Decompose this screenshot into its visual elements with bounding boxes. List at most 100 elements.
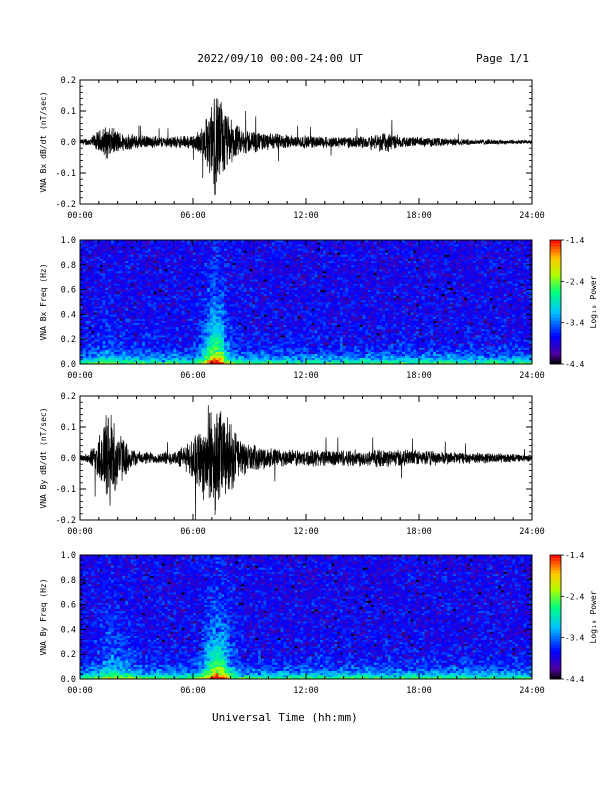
spectrogram-cell — [94, 325, 97, 327]
spectrogram-cell — [283, 242, 286, 244]
spectrogram-cell — [266, 294, 269, 296]
spectrogram-cell — [213, 323, 216, 325]
spectrogram-cell — [278, 352, 281, 354]
spectrogram-cell — [145, 319, 148, 321]
spectrogram-cell — [103, 321, 106, 323]
spectrogram-cell — [250, 269, 253, 271]
spectrogram-cell — [261, 327, 264, 329]
spectrogram-cell — [252, 327, 255, 329]
spectrogram-cell — [275, 341, 278, 343]
spectrogram-cell — [250, 331, 253, 333]
spectrogram-cell — [185, 308, 188, 310]
spectrogram-cell — [88, 352, 91, 354]
spectrogram-cell — [244, 294, 247, 296]
spectrogram-cell — [269, 265, 272, 267]
spectrogram-cell — [165, 246, 168, 248]
spectrogram-cell — [306, 333, 309, 335]
spectrogram-cell — [182, 283, 185, 285]
spectrogram-cell — [83, 302, 86, 304]
spectrogram-cell — [281, 248, 284, 250]
spectrogram-cell — [145, 285, 148, 287]
spectrogram-cell — [117, 321, 120, 323]
spectrogram-cell — [269, 321, 272, 323]
spectrogram-cell — [252, 329, 255, 331]
spectrogram-cell — [153, 347, 156, 349]
spectrogram-cell — [125, 323, 128, 325]
spectrogram-cell — [139, 312, 142, 314]
spectrogram-cell — [204, 290, 207, 292]
spectrogram-cell — [224, 269, 227, 271]
spectrogram-cell — [221, 337, 224, 339]
spectrogram-cell — [258, 294, 261, 296]
spectrogram-cell — [145, 347, 148, 349]
spectrogram-cell — [151, 281, 154, 283]
spectrogram-cell — [264, 302, 267, 304]
spectrogram-cell — [295, 337, 298, 339]
spectrogram-cell — [94, 277, 97, 279]
spectrogram-cell — [281, 314, 284, 316]
spectrogram-cell — [187, 323, 190, 325]
spectrogram-cell — [235, 254, 238, 256]
spectrogram-cell — [159, 312, 162, 314]
spectrogram-cell — [295, 244, 298, 246]
spectrogram-cell — [94, 335, 97, 337]
spectrogram-cell — [120, 312, 123, 314]
spectrogram-cell — [105, 335, 108, 337]
spectrogram-cell — [120, 350, 123, 352]
spectrogram-cell — [221, 339, 224, 341]
spectrogram-cell — [292, 350, 295, 352]
spectrogram-cell — [199, 304, 202, 306]
spectrogram-cell — [224, 331, 227, 333]
spectrogram-cell — [250, 273, 253, 275]
spectrogram-cell — [117, 325, 120, 327]
spectrogram-cell — [241, 339, 244, 341]
spectrogram-cell — [218, 337, 221, 339]
spectrogram-cell — [187, 306, 190, 308]
spectrogram-cell — [120, 327, 123, 329]
spectrogram-cell — [151, 279, 154, 281]
spectrogram-cell — [281, 263, 284, 265]
spectrogram-cell — [221, 277, 224, 279]
spectrogram-cell — [238, 302, 241, 304]
spectrogram-cell — [151, 343, 154, 345]
spectrogram-cell — [224, 329, 227, 331]
spectrogram-cell — [221, 273, 224, 275]
spectrogram-cell — [247, 312, 250, 314]
spectrogram-cell — [134, 356, 137, 358]
spectrogram-cell — [199, 302, 202, 304]
spectrogram-cell — [139, 252, 142, 254]
spectrogram-cell — [218, 354, 221, 356]
spectrogram-cell — [233, 325, 236, 327]
spectrogram-cell — [218, 310, 221, 312]
spectrogram-cell — [216, 343, 219, 345]
spectrogram-cell — [131, 246, 134, 248]
spectrogram-cell — [86, 252, 89, 254]
spectrogram-cell — [210, 271, 213, 273]
spectrogram-cell — [94, 323, 97, 325]
spectrogram-cell — [91, 337, 94, 339]
spectrogram-cell — [125, 248, 128, 250]
spectrogram-cell — [235, 275, 238, 277]
spectrogram-cell — [187, 347, 190, 349]
spectrogram-cell — [165, 337, 168, 339]
spectrogram-cell — [100, 281, 103, 283]
spectrogram-cell — [213, 279, 216, 281]
spectrogram-cell — [199, 321, 202, 323]
spectrogram-cell — [153, 296, 156, 298]
spectrogram-cell — [83, 325, 86, 327]
spectrogram-cell — [283, 341, 286, 343]
spectrogram-cell — [137, 339, 140, 341]
spectrogram-cell — [300, 300, 303, 302]
spectrogram-cell — [272, 244, 275, 246]
spectrogram-cell — [91, 356, 94, 358]
spectrogram-cell — [247, 259, 250, 261]
spectrogram-cell — [108, 350, 111, 352]
spectrogram-cell — [97, 290, 100, 292]
spectrogram-cell — [179, 285, 182, 287]
spectrogram-cell — [210, 333, 213, 335]
spectrogram-cell — [289, 250, 292, 252]
spectrogram-cell — [134, 267, 137, 269]
spectrogram-cell — [145, 335, 148, 337]
spectrogram-cell — [283, 321, 286, 323]
spectrogram-cell — [224, 327, 227, 329]
